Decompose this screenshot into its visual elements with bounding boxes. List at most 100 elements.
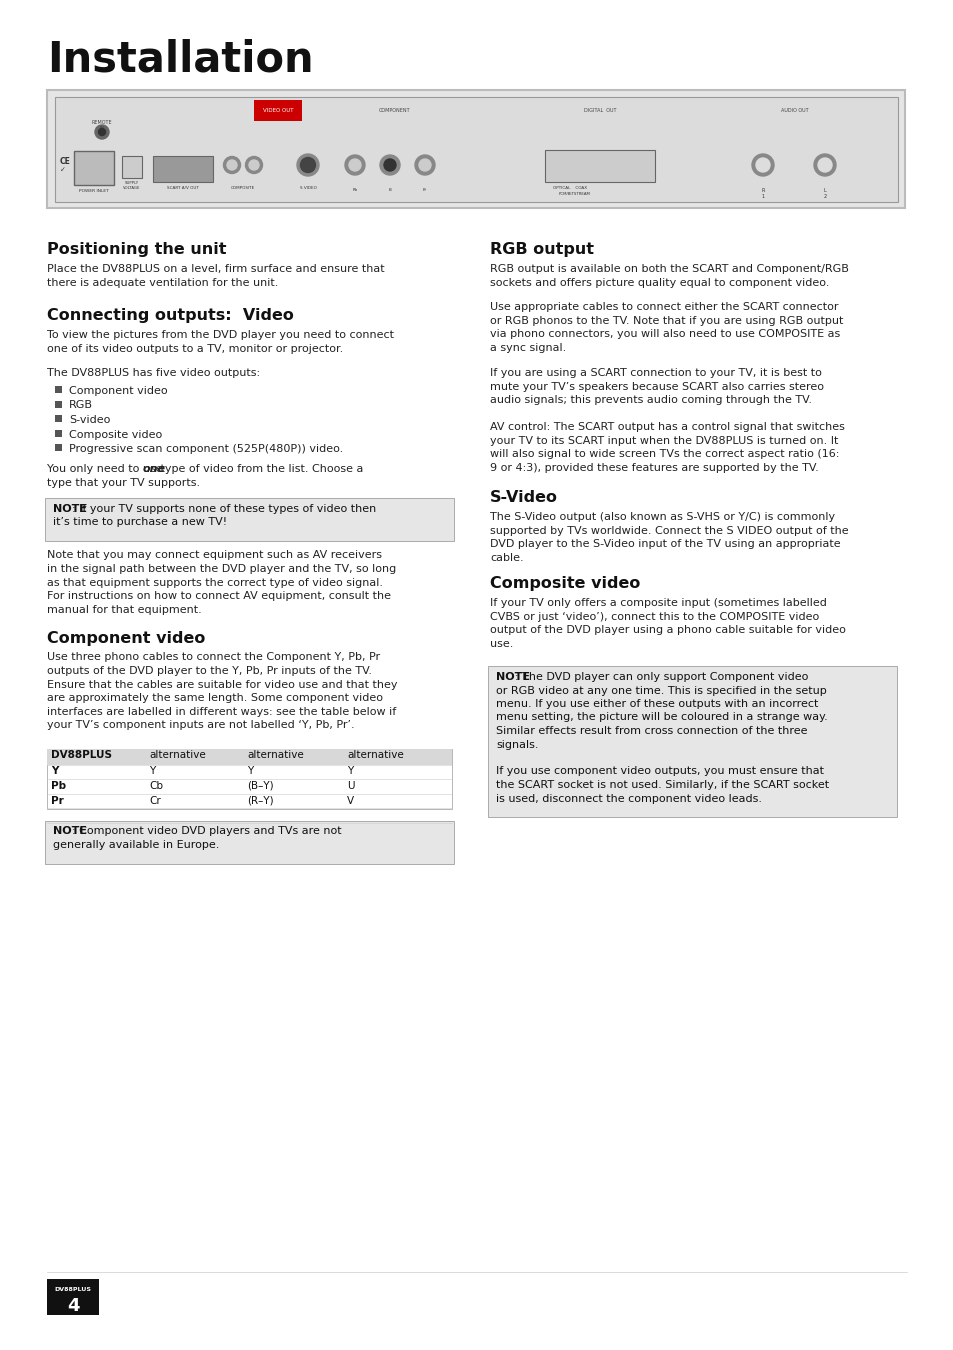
Bar: [74, 151, 113, 185]
Text: generally available in Europe.: generally available in Europe.: [53, 840, 219, 850]
Text: 4: 4: [67, 1297, 79, 1315]
Text: Composite video: Composite video: [69, 429, 162, 440]
Text: NOTE: NOTE: [53, 826, 87, 837]
Text: DV88PLUS: DV88PLUS: [51, 751, 112, 760]
Text: SCART A/V OUT: SCART A/V OUT: [167, 186, 199, 190]
Bar: [55, 414, 62, 423]
Text: RGB output: RGB output: [490, 242, 594, 256]
Text: VIDEO OUT: VIDEO OUT: [262, 108, 293, 113]
Text: V: V: [347, 795, 354, 806]
Text: : Component video DVD players and TVs are not: : Component video DVD players and TVs ar…: [72, 826, 342, 837]
Circle shape: [379, 155, 399, 176]
Text: L: L: [822, 188, 825, 193]
Text: If you use component video outputs, you must ensure that: If you use component video outputs, you …: [496, 767, 823, 776]
Text: Note that you may connect equipment such as AV receivers
in the signal path betw: Note that you may connect equipment such…: [47, 551, 395, 614]
Text: S-Video: S-Video: [490, 490, 558, 505]
Bar: [47, 748, 452, 809]
Circle shape: [349, 159, 360, 171]
FancyBboxPatch shape: [45, 498, 454, 540]
Circle shape: [345, 155, 365, 176]
Bar: [55, 401, 62, 408]
Bar: [544, 150, 655, 182]
Text: To view the pictures from the DVD player you need to connect
one of its video ou: To view the pictures from the DVD player…: [47, 329, 394, 354]
Text: You only need to use: You only need to use: [47, 463, 166, 474]
Text: Y: Y: [149, 767, 155, 776]
Text: PCM/BITSTREAM: PCM/BITSTREAM: [558, 192, 590, 196]
Bar: [152, 157, 213, 182]
Text: DIGITAL  OUT: DIGITAL OUT: [583, 108, 616, 113]
Text: (B–Y): (B–Y): [247, 782, 274, 791]
Text: alternative: alternative: [347, 751, 403, 760]
Text: SUPPLY
VOLTAGE: SUPPLY VOLTAGE: [123, 181, 141, 189]
Text: : The DVD player can only support Component video: : The DVD player can only support Compon…: [515, 672, 808, 682]
Text: The DV88PLUS has five video outputs:: The DV88PLUS has five video outputs:: [47, 369, 260, 378]
Text: R: R: [760, 188, 764, 193]
Circle shape: [813, 154, 835, 176]
Text: Cb: Cb: [149, 782, 163, 791]
Text: DV88PLUS: DV88PLUS: [54, 1287, 91, 1292]
Text: NOTE: NOTE: [53, 504, 87, 513]
Text: is used, disconnect the component video leads.: is used, disconnect the component video …: [496, 794, 761, 803]
Circle shape: [384, 159, 395, 171]
Text: Y: Y: [247, 767, 253, 776]
Text: Pr: Pr: [51, 795, 64, 806]
Text: If your TV only offers a composite input (sometimes labelled
CVBS or just ‘video: If your TV only offers a composite input…: [490, 598, 845, 649]
Text: one: one: [143, 463, 166, 474]
Text: RGB: RGB: [69, 401, 92, 410]
Bar: [122, 157, 142, 178]
Text: alternative: alternative: [247, 751, 303, 760]
Circle shape: [245, 157, 262, 174]
Text: signals.: signals.: [496, 740, 537, 749]
Text: (R–Y): (R–Y): [247, 795, 274, 806]
Text: Component video: Component video: [69, 386, 168, 396]
Text: Positioning the unit: Positioning the unit: [47, 242, 226, 256]
Text: type that your TV supports.: type that your TV supports.: [47, 478, 200, 487]
Text: REMOTE
IN: REMOTE IN: [91, 120, 112, 131]
FancyBboxPatch shape: [488, 666, 896, 817]
Circle shape: [95, 126, 109, 139]
Text: B: B: [388, 188, 391, 192]
Text: Pb: Pb: [352, 188, 357, 192]
Text: COMPOSITE: COMPOSITE: [231, 186, 254, 190]
Text: Use appropriate cables to connect either the SCART connector
or RGB phonos to th: Use appropriate cables to connect either…: [490, 302, 842, 352]
Text: Cr: Cr: [149, 795, 161, 806]
Circle shape: [227, 161, 236, 170]
Circle shape: [300, 158, 315, 173]
Text: CE: CE: [60, 157, 71, 166]
Bar: [55, 444, 62, 451]
Text: Pb: Pb: [51, 782, 66, 791]
Bar: [47, 1278, 99, 1315]
Circle shape: [296, 154, 318, 176]
Text: COMPONENT: COMPONENT: [378, 108, 411, 113]
Circle shape: [249, 161, 258, 170]
Text: 1: 1: [760, 194, 763, 198]
Text: or RGB video at any one time. This is specified in the setup: or RGB video at any one time. This is sp…: [496, 686, 826, 695]
Text: the SCART socket is not used. Similarly, if the SCART socket: the SCART socket is not used. Similarly,…: [496, 780, 828, 790]
Bar: [55, 386, 62, 393]
FancyBboxPatch shape: [55, 97, 897, 202]
Text: Connecting outputs:  Video: Connecting outputs: Video: [47, 308, 294, 323]
Circle shape: [223, 157, 240, 174]
Text: The S-Video output (also known as S-VHS or Y/C) is commonly
supported by TVs wor: The S-Video output (also known as S-VHS …: [490, 512, 848, 563]
Text: S-video: S-video: [69, 414, 111, 425]
Text: Composite video: Composite video: [490, 576, 639, 591]
Text: POWER INLET: POWER INLET: [79, 189, 109, 193]
Text: Place the DV88PLUS on a level, firm surface and ensure that
there is adequate ve: Place the DV88PLUS on a level, firm surf…: [47, 265, 384, 288]
FancyBboxPatch shape: [47, 90, 904, 208]
Bar: [55, 429, 62, 436]
Text: Y: Y: [51, 767, 58, 776]
Text: menu. If you use either of these outputs with an incorrect: menu. If you use either of these outputs…: [496, 699, 818, 709]
Bar: [47, 748, 452, 764]
Text: : If your TV supports none of these types of video then: : If your TV supports none of these type…: [72, 504, 376, 513]
Text: OPTICAL    COAX: OPTICAL COAX: [553, 186, 586, 190]
Text: Pr: Pr: [422, 188, 427, 192]
Text: Component video: Component video: [47, 630, 205, 645]
Text: Progressive scan component (525P(480P)) video.: Progressive scan component (525P(480P)) …: [69, 444, 343, 454]
Text: type of video from the list. Choose a: type of video from the list. Choose a: [156, 463, 363, 474]
Circle shape: [817, 158, 831, 171]
Text: If you are using a SCART connection to your TV, it is best to
mute your TV’s spe: If you are using a SCART connection to y…: [490, 369, 823, 405]
FancyBboxPatch shape: [45, 821, 454, 864]
Text: 2: 2: [822, 194, 825, 198]
Circle shape: [755, 158, 769, 171]
Text: U: U: [347, 782, 355, 791]
